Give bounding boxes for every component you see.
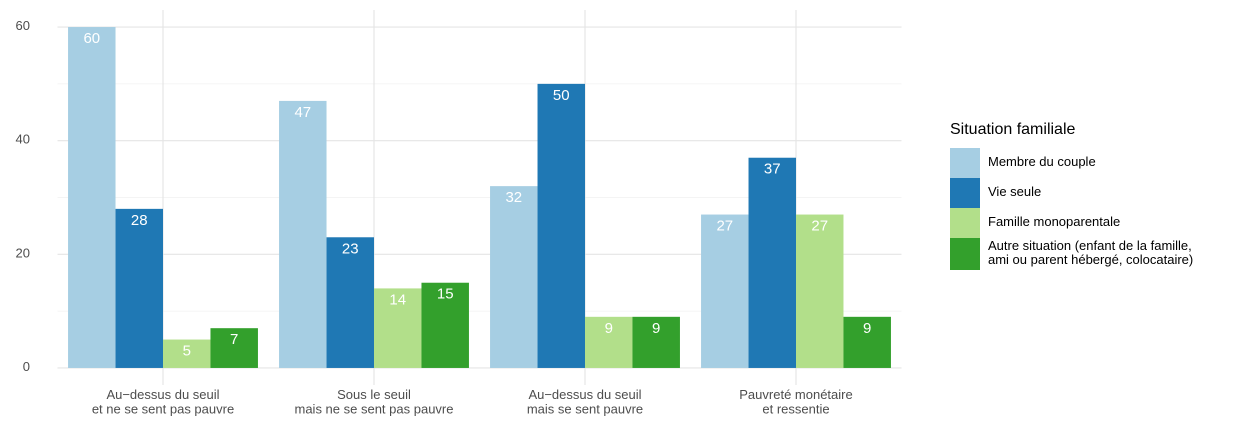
- legend-label: Membre du couple: [988, 154, 1096, 169]
- legend-key: [950, 208, 980, 238]
- legend-key: [950, 148, 980, 178]
- value-label: 5: [183, 343, 191, 360]
- bar: [490, 186, 538, 368]
- value-label: 60: [83, 30, 100, 47]
- legend-label: Famille monoparentale: [988, 214, 1120, 229]
- bar: [68, 27, 116, 368]
- bar: [421, 282, 469, 368]
- bar: [843, 316, 891, 368]
- value-label: 37: [764, 161, 781, 178]
- x-tick-label: Au−dessus du seuil et ne se sent pas pauv…: [92, 387, 234, 416]
- value-label: 9: [605, 320, 613, 337]
- value-label: 27: [811, 218, 828, 235]
- bar: [163, 339, 211, 368]
- bar: [537, 83, 585, 368]
- legend-key: [950, 238, 980, 270]
- value-label: 47: [294, 104, 311, 121]
- value-label: 23: [342, 240, 359, 257]
- y-tick-label: 20: [16, 246, 30, 261]
- bar: [796, 214, 844, 368]
- bar: [632, 316, 680, 368]
- x-tick-label: Au−dessus du seuil mais se sent pauvre: [527, 387, 643, 416]
- bar: [374, 288, 422, 368]
- x-tick-label: Sous le seuil mais ne se sent pas pauvre: [295, 387, 454, 416]
- bar: [748, 157, 796, 368]
- value-label: 7: [230, 331, 238, 348]
- value-label: 32: [505, 189, 522, 206]
- bar: [279, 100, 327, 368]
- value-label: 14: [389, 291, 406, 308]
- value-label: 15: [437, 286, 454, 303]
- bar: [210, 328, 258, 368]
- legend-title: Situation familiale: [950, 121, 1076, 138]
- bar: [585, 316, 633, 368]
- value-label: 50: [553, 87, 570, 104]
- bar: [701, 214, 749, 368]
- y-tick-label: 40: [16, 132, 30, 147]
- value-label: 9: [652, 320, 660, 337]
- value-label: 9: [863, 320, 871, 337]
- legend-label: Vie seule: [988, 184, 1041, 199]
- y-tick-label: 0: [23, 359, 30, 374]
- legend-label: Autre situation (enfant de la famille, am…: [988, 238, 1193, 267]
- legend-key: [950, 178, 980, 208]
- value-label: 27: [716, 218, 733, 235]
- y-tick-label: 60: [16, 18, 30, 33]
- x-tick-label: Pauvreté monétaire et ressentie: [739, 387, 852, 416]
- bar: [115, 208, 163, 368]
- bar: [326, 237, 374, 368]
- value-label: 28: [131, 212, 148, 229]
